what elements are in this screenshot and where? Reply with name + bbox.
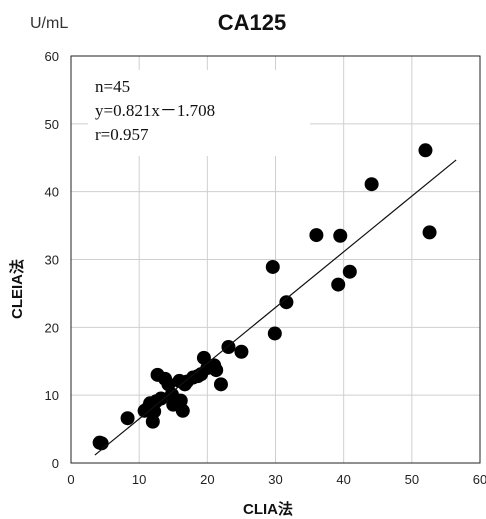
- stats-background: [88, 70, 310, 156]
- data-point: [333, 228, 348, 243]
- stats-box: n=45 y=0.821x－1.708 r=0.957: [88, 70, 310, 156]
- data-point: [213, 377, 228, 392]
- x-tick-label: 0: [67, 472, 74, 487]
- data-point: [418, 143, 433, 158]
- data-point: [279, 295, 294, 310]
- x-tick-label: 50: [405, 472, 419, 487]
- data-point: [267, 326, 282, 341]
- y-tick-label: 60: [45, 49, 59, 64]
- data-points: [92, 143, 437, 451]
- x-tick-label: 10: [132, 472, 146, 487]
- x-tick-label: 40: [336, 472, 350, 487]
- y-tick-label: 20: [45, 320, 59, 335]
- stat-equation: y=0.821x－1.708: [95, 101, 215, 120]
- x-tick-label: 60: [473, 472, 486, 487]
- chart-title: CA125: [218, 10, 286, 35]
- plot-frame: [70, 55, 481, 464]
- x-tick-label: 30: [268, 472, 282, 487]
- data-point: [209, 363, 224, 378]
- stat-n: n=45: [95, 77, 130, 96]
- data-point: [342, 264, 357, 279]
- data-point: [120, 411, 135, 426]
- y-axis-label: CLEIA法: [8, 259, 26, 319]
- data-point: [265, 259, 280, 274]
- y-tick-label: 10: [45, 388, 59, 403]
- y-tick-label: 40: [45, 185, 59, 200]
- stat-r: r=0.957: [95, 125, 149, 144]
- x-tick-label: 20: [200, 472, 214, 487]
- data-point: [364, 177, 379, 192]
- regression-line: [94, 159, 457, 456]
- x-axis-label: CLIA法: [243, 500, 293, 518]
- data-point: [94, 436, 109, 451]
- tick-labels: 0 10 20 30 40 50 60 0 10 20 30 40 50 60: [45, 49, 486, 487]
- y-tick-label: 30: [45, 253, 59, 268]
- data-point: [145, 414, 160, 429]
- data-point: [309, 228, 324, 243]
- data-point: [422, 225, 437, 240]
- data-point: [153, 391, 168, 406]
- unit-label: U/mL: [30, 15, 68, 32]
- data-point: [175, 403, 190, 418]
- y-tick-label: 0: [52, 456, 59, 471]
- data-point: [331, 277, 346, 292]
- data-point: [234, 344, 249, 359]
- y-tick-label: 50: [45, 117, 59, 132]
